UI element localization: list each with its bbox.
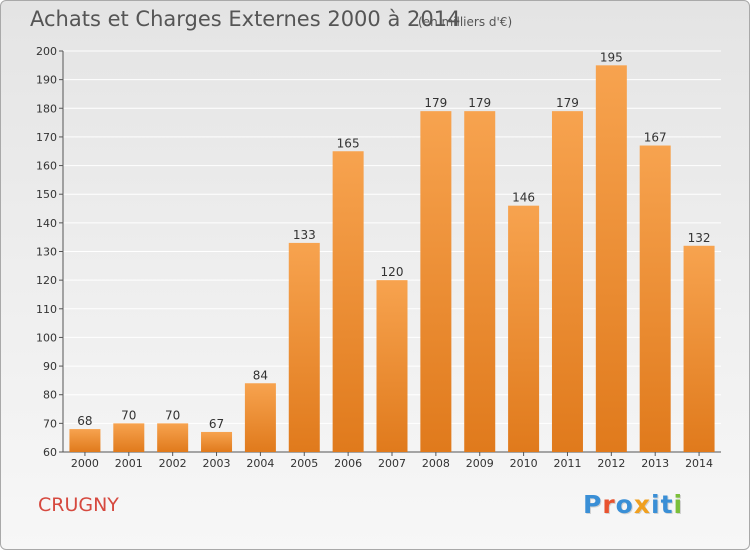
logo-letter: i [651, 490, 661, 519]
proxiti-logo[interactable]: Proxiti [583, 490, 683, 519]
bar [595, 65, 627, 453]
y-tick-label: 130 [36, 246, 57, 259]
y-tick-label: 170 [36, 131, 57, 144]
bar [376, 280, 408, 452]
bar [157, 423, 189, 452]
data-label: 146 [512, 191, 535, 205]
x-tick-label: 2013 [641, 457, 669, 470]
x-tick-label: 2003 [203, 457, 231, 470]
y-tick-label: 200 [36, 45, 57, 58]
data-label: 70 [165, 408, 180, 422]
data-label: 133 [293, 228, 316, 242]
data-label: 120 [381, 265, 404, 279]
bar [113, 423, 145, 452]
x-tick-label: 2006 [334, 457, 362, 470]
data-label: 165 [337, 136, 360, 150]
logo-letter: i [673, 490, 684, 519]
logo-letter: t [660, 490, 674, 519]
x-tick-label: 2005 [290, 457, 318, 470]
bar [332, 151, 364, 452]
data-label: 195 [600, 50, 623, 64]
x-tick-label: 2002 [159, 457, 187, 470]
data-label: 179 [556, 96, 579, 110]
data-label: 167 [644, 131, 667, 145]
data-label: 70 [121, 408, 136, 422]
x-tick-label: 2012 [597, 457, 625, 470]
data-label: 179 [424, 96, 447, 110]
bar [69, 429, 101, 452]
y-tick-label: 140 [36, 217, 57, 230]
x-tick-label: 2014 [685, 457, 713, 470]
bar [288, 242, 320, 452]
y-tick-label: 80 [43, 389, 57, 402]
data-label: 67 [209, 417, 224, 431]
x-tick-label: 2007 [378, 457, 406, 470]
bar [551, 111, 583, 453]
bar [683, 245, 715, 452]
commune-name: CRUGNY [38, 494, 119, 516]
x-tick-label: 2000 [71, 457, 99, 470]
y-tick-label: 110 [36, 303, 57, 316]
y-tick-label: 180 [36, 102, 57, 115]
x-tick-label: 2009 [466, 457, 494, 470]
logo-letter: r [602, 490, 616, 519]
x-tick-label: 2004 [246, 457, 274, 470]
y-tick-label: 120 [36, 274, 57, 287]
data-label: 68 [77, 414, 92, 428]
y-tick-label: 100 [36, 331, 57, 344]
x-tick-label: 2001 [115, 457, 143, 470]
chart-subtitle: (en milliers d'€) [418, 15, 513, 29]
bar [508, 205, 540, 452]
data-label: 84 [253, 368, 268, 382]
y-tick-label: 190 [36, 74, 57, 87]
chart-title: Achats et Charges Externes 2000 à 2014 [30, 7, 461, 31]
data-label: 179 [468, 96, 491, 110]
bar [464, 111, 496, 453]
y-tick-label: 160 [36, 160, 57, 173]
y-tick-label: 70 [43, 417, 57, 430]
bar [639, 145, 671, 452]
bar [201, 431, 233, 452]
logo-letter: P [583, 490, 603, 519]
y-tick-label: 90 [43, 360, 57, 373]
x-tick-label: 2008 [422, 457, 450, 470]
y-tick-label: 60 [43, 446, 57, 459]
data-label: 132 [688, 231, 711, 245]
bar [420, 111, 452, 453]
logo-letter: o [615, 490, 634, 519]
x-tick-label: 2011 [553, 457, 581, 470]
x-tick-label: 2010 [510, 457, 538, 470]
bar [244, 383, 276, 452]
logo-letter: x [633, 490, 651, 519]
y-tick-label: 150 [36, 188, 57, 201]
